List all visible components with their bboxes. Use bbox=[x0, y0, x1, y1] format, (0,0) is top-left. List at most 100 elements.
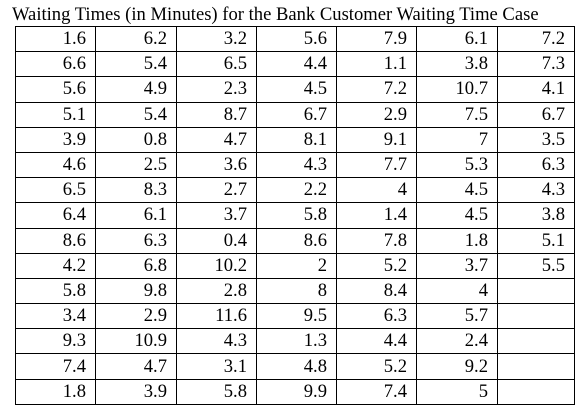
table-cell: 5 bbox=[416, 378, 498, 405]
table-cell: 0.4 bbox=[176, 227, 257, 254]
table-cell: 3.8 bbox=[497, 202, 575, 229]
table-row: 5.1 5.4 8.7 6.7 2.9 7.5 6.7 bbox=[15, 101, 575, 128]
table-row: 5.6 4.9 2.3 4.5 7.2 10.7 4.1 bbox=[15, 76, 575, 103]
table-cell: 1.6 bbox=[15, 25, 96, 53]
table-cell: 8.4 bbox=[336, 277, 417, 305]
table-cell: 10.2 bbox=[176, 252, 257, 279]
table-cell: 9.3 bbox=[15, 328, 96, 355]
table-cell: 6.4 bbox=[15, 202, 96, 229]
table-cell: 5.8 bbox=[256, 202, 337, 229]
table-cell: 3.4 bbox=[15, 303, 96, 330]
table-cell: 2.9 bbox=[336, 101, 417, 128]
table-cell: 7.4 bbox=[336, 378, 417, 405]
table-cell: 4.3 bbox=[497, 177, 575, 204]
table-cell: 1.8 bbox=[416, 227, 498, 254]
table-cell bbox=[497, 277, 575, 305]
table-cell: 6.6 bbox=[15, 51, 96, 78]
table-cell: 3.8 bbox=[416, 51, 498, 78]
table-cell: 7.3 bbox=[497, 51, 575, 78]
table-cell: 2.4 bbox=[416, 328, 498, 355]
table-cell: 3.6 bbox=[176, 151, 257, 179]
table-cell: 4.4 bbox=[336, 328, 417, 355]
table-cell: 5.8 bbox=[15, 277, 96, 305]
table-cell: 9.9 bbox=[256, 378, 337, 405]
table-cell: 6.5 bbox=[15, 177, 96, 204]
table-cell: 2.9 bbox=[95, 303, 177, 330]
table-row: 4.6 2.5 3.6 4.3 7.7 5.3 6.3 bbox=[15, 151, 575, 179]
table-cell: 7.7 bbox=[336, 151, 417, 179]
table-cell: 4.5 bbox=[256, 76, 337, 103]
table-cell: 8.6 bbox=[256, 227, 337, 254]
table-cell: 5.2 bbox=[336, 252, 417, 279]
table-cell: 2.5 bbox=[95, 151, 177, 179]
table-cell: 3.9 bbox=[15, 126, 96, 153]
table-cell: 6.3 bbox=[497, 151, 575, 179]
table-cell: 7.9 bbox=[336, 25, 417, 53]
table-cell: 2.2 bbox=[256, 177, 337, 204]
table-cell: 4.7 bbox=[95, 353, 177, 380]
table-cell: 7.8 bbox=[336, 227, 417, 254]
table-cell: 4.3 bbox=[176, 328, 257, 355]
table-cell: 8.1 bbox=[256, 126, 337, 153]
table-cell: 4.3 bbox=[256, 151, 337, 179]
table-cell: 1.8 bbox=[15, 378, 96, 405]
table-cell: 1.3 bbox=[256, 328, 337, 355]
table-cell: 2 bbox=[256, 252, 337, 279]
table-cell: 1.1 bbox=[336, 51, 417, 78]
table-cell: 2.8 bbox=[176, 277, 257, 305]
table-cell: 6.1 bbox=[95, 202, 177, 229]
table-cell: 9.2 bbox=[416, 353, 498, 380]
table-cell: 4.5 bbox=[416, 177, 498, 204]
table-cell: 4.2 bbox=[15, 252, 96, 279]
table-cell: 7.2 bbox=[497, 25, 575, 53]
table-row: 3.9 0.8 4.7 8.1 9.1 7 3.5 bbox=[15, 126, 575, 153]
table-row: 5.8 9.8 2.8 8 8.4 4 bbox=[15, 277, 575, 305]
table-cell: 4.6 bbox=[15, 151, 96, 179]
table-cell bbox=[497, 353, 575, 380]
table-cell: 7.2 bbox=[336, 76, 417, 103]
table-row: 1.6 6.2 3.2 5.6 7.9 6.1 7.2 bbox=[15, 25, 575, 53]
table-cell: 9.8 bbox=[95, 277, 177, 305]
table-cell: 2.3 bbox=[176, 76, 257, 103]
table-row: 8.6 6.3 0.4 8.6 7.8 1.8 5.1 bbox=[15, 227, 575, 254]
table-row: 6.4 6.1 3.7 5.8 1.4 4.5 3.8 bbox=[15, 202, 575, 229]
table-cell: 2.7 bbox=[176, 177, 257, 204]
table-cell: 3.5 bbox=[497, 126, 575, 153]
table-cell: 6.5 bbox=[176, 51, 257, 78]
table-cell: 6.1 bbox=[416, 25, 498, 53]
table-cell: 10.7 bbox=[416, 76, 498, 103]
table-cell: 6.3 bbox=[336, 303, 417, 330]
table-cell: 5.6 bbox=[15, 76, 96, 103]
table-cell: 8.7 bbox=[176, 101, 257, 128]
table-cell: 5.3 bbox=[416, 151, 498, 179]
table-cell: 7 bbox=[416, 126, 498, 153]
table-cell bbox=[497, 378, 575, 405]
table-cell: 4.8 bbox=[256, 353, 337, 380]
table-cell: 8.6 bbox=[15, 227, 96, 254]
table-cell: 6.2 bbox=[95, 25, 177, 53]
table-cell: 5.6 bbox=[256, 25, 337, 53]
table-cell: 5.2 bbox=[336, 353, 417, 380]
waiting-times-table: 1.6 6.2 3.2 5.6 7.9 6.1 7.2 6.6 5.4 6.5 4.4 1.1 3.8 7… bbox=[15, 25, 575, 405]
table-row: 7.4 4.7 3.1 4.8 5.2 9.2 bbox=[15, 353, 575, 380]
table-cell: 6.8 bbox=[95, 252, 177, 279]
table-cell: 7.5 bbox=[416, 101, 498, 128]
table-cell: 5.1 bbox=[15, 101, 96, 128]
table-cell: 5.8 bbox=[176, 378, 257, 405]
table-cell bbox=[497, 303, 575, 330]
table-cell: 5.4 bbox=[95, 51, 177, 78]
table-cell: 11.6 bbox=[176, 303, 257, 330]
table-cell: 5.1 bbox=[497, 227, 575, 254]
table-cell: 5.4 bbox=[95, 101, 177, 128]
table-cell: 6.7 bbox=[256, 101, 337, 128]
table-cell: 10.9 bbox=[95, 328, 177, 355]
table-cell: 4.5 bbox=[416, 202, 498, 229]
table-row: 4.2 6.8 10.2 2 5.2 3.7 5.5 bbox=[15, 252, 575, 279]
table-cell: 9.1 bbox=[336, 126, 417, 153]
table-row: 3.4 2.9 11.6 9.5 6.3 5.7 bbox=[15, 303, 575, 330]
table-cell: 4 bbox=[416, 277, 498, 305]
table-cell: 7.4 bbox=[15, 353, 96, 380]
table-cell: 6.3 bbox=[95, 227, 177, 254]
table-cell: 3.2 bbox=[176, 25, 257, 53]
table-cell: 9.5 bbox=[256, 303, 337, 330]
